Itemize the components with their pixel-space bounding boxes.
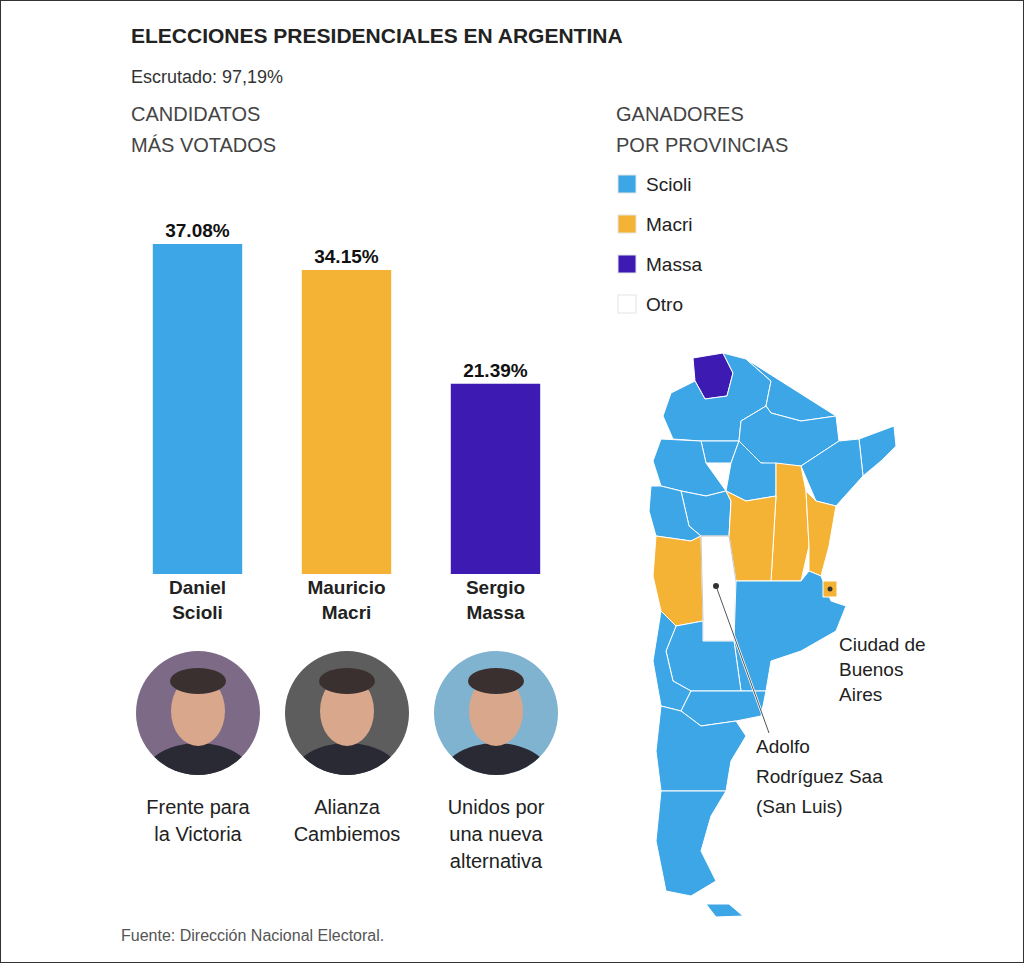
svg-text:AlianzaCambiemos: AlianzaCambiemos <box>294 796 401 845</box>
svg-text:Scioli: Scioli <box>646 174 691 195</box>
svg-text:34.15%: 34.15% <box>314 246 379 267</box>
svg-text:Otro: Otro <box>646 294 683 315</box>
svg-text:Macri: Macri <box>646 214 692 235</box>
svg-text:21.39%: 21.39% <box>463 360 528 381</box>
svg-text:CANDIDATOSMÁS VOTADOS: CANDIDATOSMÁS VOTADOS <box>131 103 276 156</box>
svg-text:DanielScioli: DanielScioli <box>169 577 226 623</box>
svg-text:Massa: Massa <box>646 254 702 275</box>
svg-text:ELECCIONES PRESIDENCIALES EN A: ELECCIONES PRESIDENCIALES EN ARGENTINA <box>131 24 623 47</box>
svg-text:Escrutado: 97,19%: Escrutado: 97,19% <box>131 67 283 87</box>
svg-text:Fuente: Dirección Nacional Ele: Fuente: Dirección Nacional Electoral. <box>121 927 384 944</box>
svg-text:SergioMassa: SergioMassa <box>466 577 525 623</box>
svg-text:MauricioMacri: MauricioMacri <box>307 577 385 623</box>
svg-text:GANADORESPOR PROVINCIAS: GANADORESPOR PROVINCIAS <box>616 103 788 156</box>
svg-text:Unidos poruna nuevaalternativa: Unidos poruna nuevaalternativa <box>448 796 545 872</box>
svg-text:37.08%: 37.08% <box>165 220 230 241</box>
svg-text:AdolfoRodríguez Saa(San Luis): AdolfoRodríguez Saa(San Luis) <box>756 736 883 817</box>
svg-text:Ciudad deBuenosAires: Ciudad deBuenosAires <box>839 634 926 705</box>
svg-text:Frente parala Victoria: Frente parala Victoria <box>146 796 250 845</box>
